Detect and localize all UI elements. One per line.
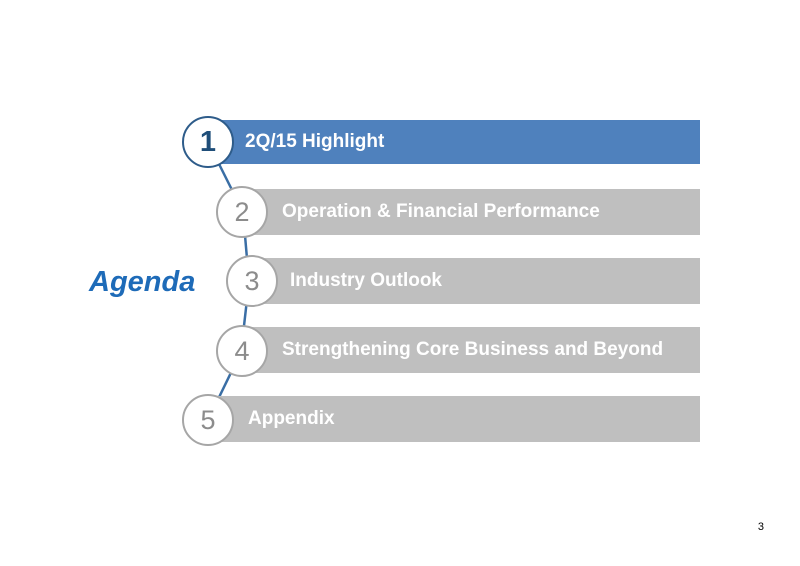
- agenda-item-2-bar[interactable]: Operation & Financial Performance: [252, 189, 700, 235]
- agenda-item-4-number: 4: [216, 325, 268, 377]
- agenda-item-1-number: 1: [182, 116, 234, 168]
- agenda-item-3-bar[interactable]: Industry Outlook: [262, 258, 700, 304]
- agenda-item-3-number: 3: [226, 255, 278, 307]
- agenda-item-1-bar[interactable]: 2Q/15 Highlight: [218, 120, 700, 164]
- agenda-item-4-bar[interactable]: Strengthening Core Business and Beyond: [252, 327, 700, 373]
- agenda-item-2-number: 2: [216, 186, 268, 238]
- agenda-item-5-label: Appendix: [248, 408, 335, 429]
- agenda-item-3-label: Industry Outlook: [290, 270, 442, 291]
- agenda-item-5-number: 5: [182, 394, 234, 446]
- agenda-item-5-bar[interactable]: Appendix: [218, 396, 700, 442]
- agenda-item-1-label: 2Q/15 Highlight: [245, 131, 385, 152]
- page-number: 3: [757, 521, 764, 533]
- agenda-item-4-label: Strengthening Core Business and Beyond: [282, 339, 664, 360]
- agenda-title: Agenda: [89, 266, 196, 298]
- agenda-item-2-label: Operation & Financial Performance: [282, 201, 600, 222]
